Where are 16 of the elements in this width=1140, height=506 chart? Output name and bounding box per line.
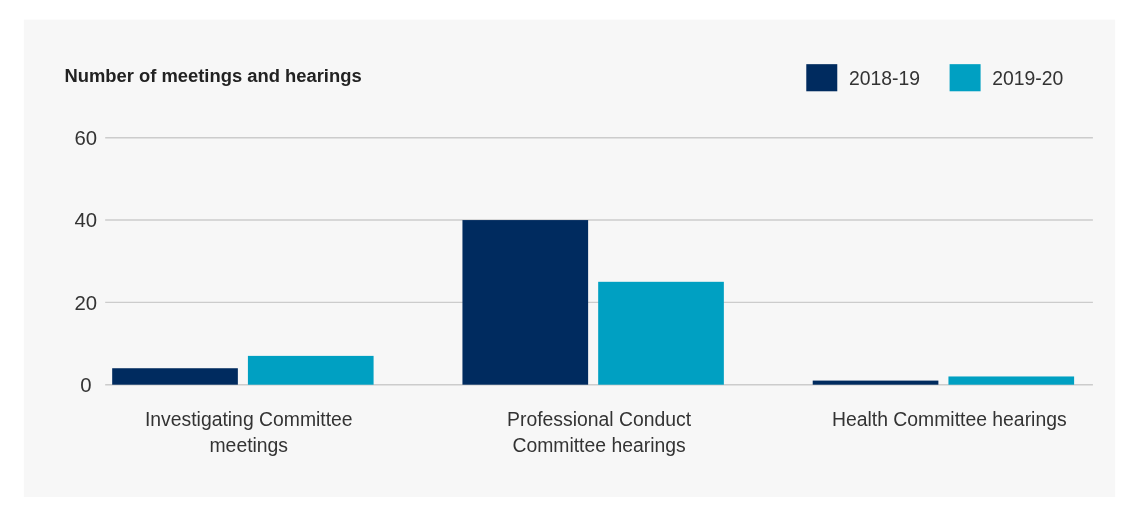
y-tick-label: 20 [74, 291, 98, 314]
y-tick-label: 40 [74, 209, 98, 232]
bar [598, 281, 724, 385]
chart-title: Number of meetings and hearings [64, 64, 362, 86]
y-tick-label: 60 [74, 126, 98, 149]
x-tick-label: Investigating Committee meetings [144, 408, 353, 457]
x-tick-label: Professional Conduct Committee hearings [507, 408, 692, 457]
bar [812, 380, 939, 385]
legend-label: 2018-19 [848, 66, 920, 89]
y-tick-label: 0 [80, 373, 92, 396]
bar [462, 220, 589, 385]
x-tick-label: Health Committee hearings [832, 408, 1067, 431]
bar [247, 355, 374, 385]
legend-label: 2019-20 [992, 66, 1064, 89]
bar [112, 368, 238, 385]
bar [948, 376, 1075, 385]
